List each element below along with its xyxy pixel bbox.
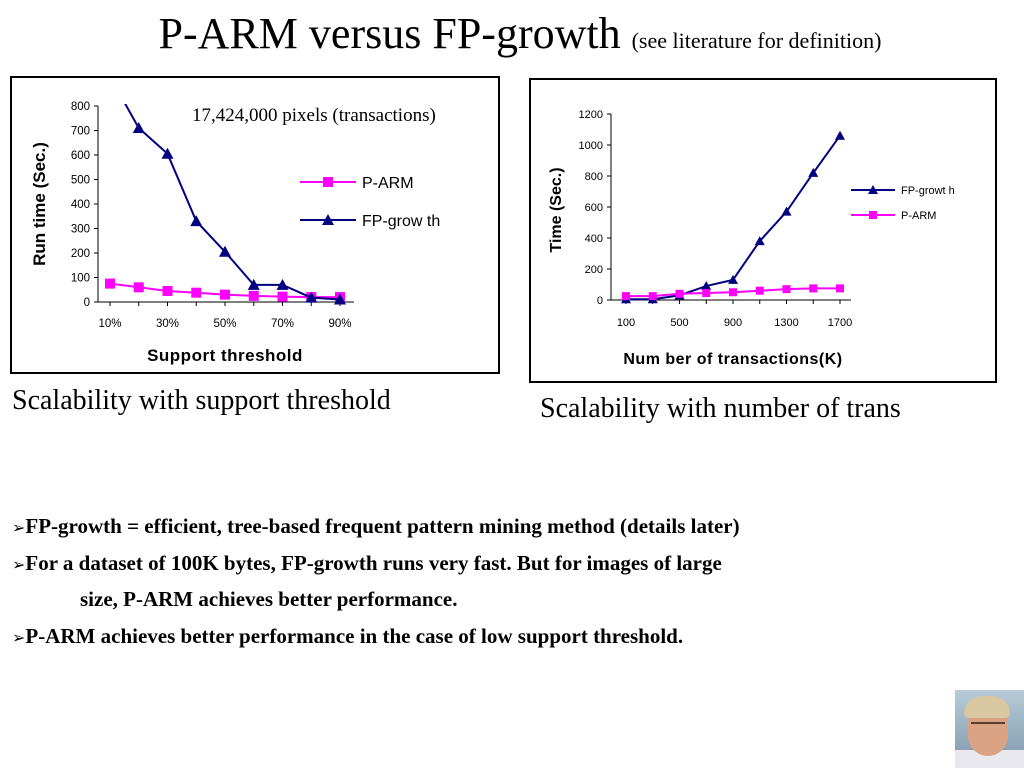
slide-title-main: P-ARM versus FP-growth <box>158 9 621 58</box>
x-tick-label: 50% <box>213 318 236 330</box>
y-tick-label: 200 <box>585 264 603 276</box>
data-point <box>835 130 845 140</box>
y-tick-label: 400 <box>71 199 90 211</box>
x-axis-label: Num ber of transactions(K) <box>623 351 842 368</box>
y-tick-label: 1000 <box>579 140 603 152</box>
data-point <box>334 293 346 305</box>
data-point <box>323 177 333 187</box>
y-tick-label: 0 <box>84 297 90 309</box>
x-tick-label: 100 <box>617 317 635 329</box>
y-tick-label: 0 <box>597 295 603 307</box>
y-tick-label: 500 <box>71 175 90 187</box>
chart-annotation: 17,424,000 pixels (transactions) <box>192 105 436 126</box>
bullet-text: P-ARM achieves better performance in the… <box>25 624 684 648</box>
bullet-arrow-icon: ➢ <box>12 628 26 647</box>
data-point <box>675 289 684 298</box>
data-point <box>648 292 657 301</box>
data-point <box>161 147 174 159</box>
data-point <box>781 206 792 216</box>
caption-transactions: Scalability with number of trans <box>540 393 901 424</box>
y-tick-label: 800 <box>585 171 603 183</box>
chart-transactions: 0 200 400 600 800 1000 1200 100 500 900 1300 1700 Nu… <box>529 78 997 383</box>
x-tick-label: 1700 <box>828 317 852 329</box>
y-tick-label: 600 <box>71 150 90 162</box>
y-tick-label: 300 <box>71 224 90 236</box>
x-tick-label: 90% <box>328 318 351 330</box>
data-point <box>868 185 878 194</box>
y-tick-label: 600 <box>585 202 603 214</box>
bullet-item: ➢FP-growth = efficient, tree-based frequ… <box>12 514 740 539</box>
data-point <box>702 289 711 298</box>
data-point <box>782 285 791 294</box>
x-tick-label: 900 <box>724 317 742 329</box>
chart-transactions-svg: 0 200 400 600 800 1000 1200 100 500 900 1300 1700 Nu… <box>548 109 955 368</box>
legend-label: P-ARM <box>901 210 936 222</box>
chart-support-threshold: 0 100 200 300 400 500 600 700 800 10% 30% 50% 70% 90%… <box>10 76 500 374</box>
bullet-text: size, P-ARM achieves better performance. <box>80 587 458 611</box>
data-point <box>105 278 115 289</box>
x-tick-label: 30% <box>156 318 179 330</box>
slide-title-note: (see literature for definition) <box>631 28 882 53</box>
bullet-item: ➢P-ARM achieves better performance in th… <box>12 624 683 649</box>
y-tick-label: 800 <box>71 101 90 113</box>
data-point <box>622 292 630 301</box>
series-line <box>626 135 841 301</box>
author-photo <box>955 690 1024 768</box>
data-point <box>869 211 877 219</box>
data-point <box>754 236 765 246</box>
data-point <box>305 291 318 303</box>
x-tick-label: 10% <box>98 318 121 330</box>
data-point <box>162 285 173 296</box>
bullet-continuation: size, P-ARM achieves better performance. <box>80 587 457 612</box>
bullet-text: For a dataset of 100K bytes, FP-growth r… <box>25 551 722 575</box>
data-point <box>729 288 737 297</box>
data-point <box>133 282 144 293</box>
data-point <box>132 122 145 134</box>
slide-title: P-ARM versus FP-growth (see literature f… <box>0 6 1024 69</box>
y-tick-label: 100 <box>71 273 90 285</box>
caption-support-threshold: Scalability with support threshold <box>12 385 391 416</box>
data-point <box>808 167 819 177</box>
y-axis-label: Time (Sec.) <box>548 167 565 252</box>
data-point <box>809 284 818 293</box>
x-tick-label: 1300 <box>774 317 798 329</box>
x-tick-label: 70% <box>271 318 294 330</box>
x-axis-label: Support threshold <box>147 346 303 365</box>
data-point <box>276 278 289 290</box>
data-point <box>191 287 202 298</box>
data-point <box>728 274 738 284</box>
data-point <box>247 278 260 290</box>
data-point <box>248 290 259 301</box>
y-tick-label: 200 <box>71 248 90 260</box>
data-point <box>220 289 230 300</box>
bullet-arrow-icon: ➢ <box>12 518 26 537</box>
legend-label: P-ARM <box>362 175 414 192</box>
bullet-arrow-icon: ➢ <box>12 555 26 574</box>
data-point <box>277 291 288 302</box>
y-tick-label: 1200 <box>579 109 603 121</box>
data-point <box>836 284 844 293</box>
legend-label: FP-grow th <box>362 213 440 230</box>
data-point <box>219 245 231 257</box>
data-point <box>755 286 764 295</box>
data-point <box>190 215 203 227</box>
y-tick-label: 400 <box>585 233 603 245</box>
y-tick-label: 700 <box>71 126 90 138</box>
data-point <box>701 281 712 291</box>
chart-support-threshold-svg: 0 100 200 300 400 500 600 700 800 10% 30% 50% 70% 90%… <box>30 101 440 365</box>
bullet-item: ➢For a dataset of 100K bytes, FP-growth … <box>12 551 722 576</box>
bullet-text: FP-growth = efficient, tree-based freque… <box>25 514 740 538</box>
legend-label: FP-growt h <box>901 185 955 197</box>
data-point <box>322 214 334 225</box>
x-tick-label: 500 <box>670 317 688 329</box>
y-axis-label: Run time (Sec.) <box>30 142 49 266</box>
